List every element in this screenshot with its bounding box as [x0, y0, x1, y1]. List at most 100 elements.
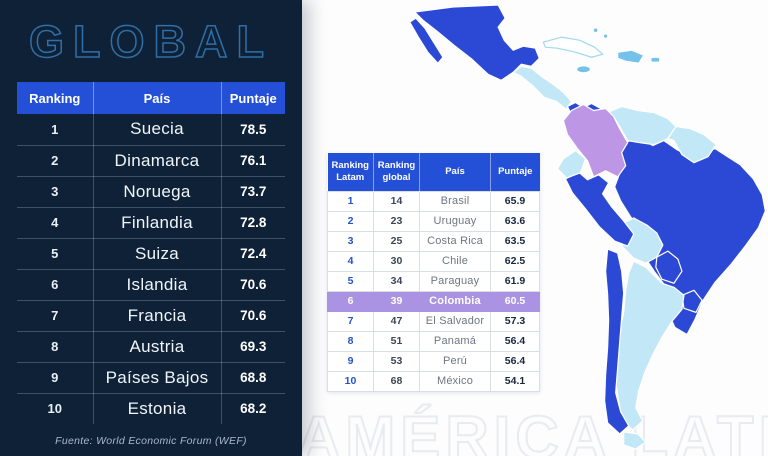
country-cell: Dinamarca	[93, 145, 222, 177]
table-row-highlighted: 6 39 Colombia 60.5	[327, 290, 540, 312]
rank-latam-cell: 3	[327, 230, 374, 252]
rank-global-cell: 23	[373, 210, 420, 232]
map-hispaniola	[617, 49, 645, 64]
watermark-text: AMÉRICA LATINA	[296, 403, 768, 456]
country-cell: México	[419, 370, 491, 392]
map-puerto-rico	[650, 56, 661, 63]
country-cell: Uruguay	[419, 210, 491, 232]
column-header-puntaje: Puntaje	[221, 82, 285, 114]
country-cell: El Salvador	[419, 310, 491, 332]
score-cell: 61.9	[490, 270, 540, 292]
table-row: 8 51 Panamá 56.4	[327, 330, 540, 352]
table-row: 10 Estonia 68.2	[17, 393, 285, 424]
column-header-puntaje: Puntaje	[490, 153, 540, 191]
rank-cell: 9	[17, 362, 94, 394]
rank-latam-cell: 2	[327, 210, 374, 232]
rank-global-cell: 34	[373, 270, 420, 292]
table-row: 10 68 México 54.1	[327, 370, 540, 392]
rank-latam-cell: 4	[327, 250, 374, 272]
rank-global-cell: 47	[373, 310, 420, 332]
latam-ranking-table: Ranking Latam Ranking global País Puntaj…	[327, 153, 540, 392]
table-row: 9 Países Bajos 68.8	[17, 362, 285, 394]
score-cell: 54.1	[490, 370, 540, 392]
rank-global-cell: 30	[373, 250, 420, 272]
rank-cell: 1	[17, 114, 94, 146]
table-row: 7 Francia 70.6	[17, 300, 285, 332]
rank-latam-cell: 8	[327, 330, 374, 352]
global-ranking-table: Ranking País Puntaje 1 Suecia 78.5 2 Dinamar…	[17, 82, 285, 424]
country-cell: Brasil	[419, 190, 491, 212]
country-cell: Paraguay	[419, 270, 491, 292]
map-tierra-del-fuego	[623, 431, 647, 450]
score-cell: 56.4	[490, 350, 540, 372]
map-baja-california	[409, 17, 444, 64]
rank-cell: 4	[17, 207, 94, 239]
rank-cell: 10	[17, 393, 94, 424]
rank-cell: 8	[17, 331, 94, 363]
country-cell: Países Bajos	[93, 362, 222, 394]
score-cell: 70.6	[221, 300, 285, 332]
rank-global-cell: 14	[373, 190, 420, 212]
map-chile	[604, 248, 630, 435]
score-cell: 76.1	[221, 145, 285, 177]
table-row: 6 Islandia 70.6	[17, 269, 285, 301]
score-cell: 68.8	[221, 362, 285, 394]
column-header-ranking-latam: Ranking Latam	[327, 153, 374, 191]
country-cell: Islandia	[93, 269, 222, 301]
table-row: 3 Noruega 73.7	[17, 176, 285, 208]
table-row: 1 Suecia 78.5	[17, 114, 285, 146]
map-uruguay	[681, 289, 703, 313]
rank-latam-cell: 9	[327, 350, 374, 372]
country-cell: Perú	[419, 350, 491, 372]
score-cell: 63.6	[490, 210, 540, 232]
rank-global-cell: 25	[373, 230, 420, 252]
column-header-ranking-global: Ranking global	[373, 153, 420, 191]
map-mexico	[414, 4, 540, 81]
score-cell: 65.9	[490, 190, 540, 212]
latam-area: AMÉRICA LATINA	[296, 0, 768, 456]
country-cell: Chile	[419, 250, 491, 272]
table-row: 3 25 Costa Rica 63.5	[327, 230, 540, 252]
map-peru	[564, 172, 635, 247]
column-header-pais: País	[93, 82, 222, 114]
country-cell: Austria	[93, 331, 222, 363]
score-cell: 70.6	[221, 269, 285, 301]
table-row: 4 Finlandia 72.8	[17, 207, 285, 239]
score-cell: 57.3	[490, 310, 540, 332]
rank-global-cell: 39	[373, 290, 420, 312]
map-central-america	[512, 65, 573, 111]
rank-global-cell: 51	[373, 330, 420, 352]
score-cell: 60.5	[490, 290, 540, 312]
rank-latam-cell: 7	[327, 310, 374, 332]
column-header-pais: País	[419, 153, 491, 191]
score-cell: 72.8	[221, 207, 285, 239]
table-row: 5 34 Paraguay 61.9	[327, 270, 540, 292]
map-cuba	[542, 36, 604, 58]
rank-global-cell: 53	[373, 350, 420, 372]
map-ecuador	[556, 150, 587, 179]
rank-latam-cell: 10	[327, 370, 374, 392]
map-jamaica	[575, 65, 592, 74]
table-row: 1 14 Brasil 65.9	[327, 190, 540, 212]
table-row: 4 30 Chile 62.5	[327, 250, 540, 272]
rank-cell: 5	[17, 238, 94, 270]
table-row: 7 47 El Salvador 57.3	[327, 310, 540, 332]
map-colombia	[562, 103, 629, 178]
rank-cell: 6	[17, 269, 94, 301]
table-row: 8 Austria 69.3	[17, 331, 285, 363]
score-cell: 62.5	[490, 250, 540, 272]
rank-latam-cell: 5	[327, 270, 374, 292]
table-header-row: Ranking Latam Ranking global País Puntaj…	[327, 153, 540, 191]
country-cell: Colombia	[419, 290, 491, 312]
score-cell: 73.7	[221, 176, 285, 208]
country-cell: Costa Rica	[419, 230, 491, 252]
score-cell: 69.3	[221, 331, 285, 363]
rank-latam-cell: 1	[327, 190, 374, 212]
latam-choropleth-map	[409, 4, 766, 450]
map-guianas	[667, 125, 717, 164]
table-header-row: Ranking País Puntaje	[17, 82, 285, 114]
column-header-ranking: Ranking	[17, 82, 94, 114]
rank-cell: 7	[17, 300, 94, 332]
country-cell: Suiza	[93, 238, 222, 270]
